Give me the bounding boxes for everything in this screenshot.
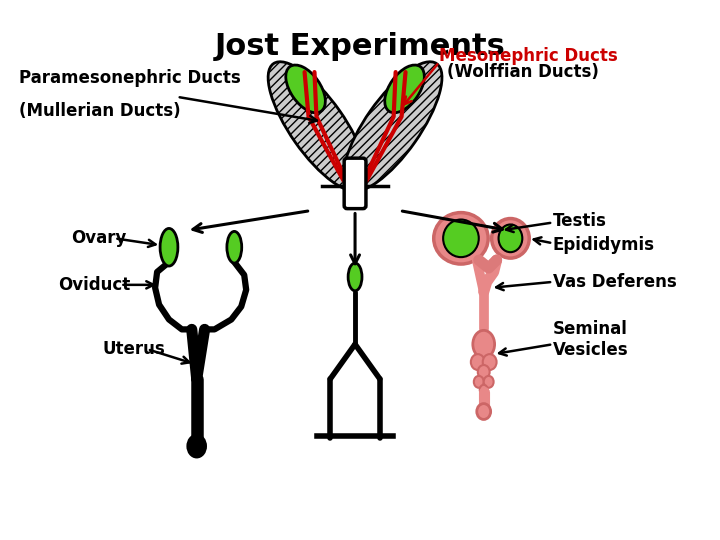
Ellipse shape — [498, 225, 522, 252]
Text: (Mullerian Ducts): (Mullerian Ducts) — [19, 102, 180, 120]
Ellipse shape — [473, 330, 495, 358]
Text: Vas Deferens: Vas Deferens — [553, 273, 677, 291]
Text: Paramesonephric Ducts: Paramesonephric Ducts — [19, 69, 240, 87]
Ellipse shape — [474, 376, 484, 388]
Ellipse shape — [433, 213, 488, 264]
Ellipse shape — [227, 232, 242, 263]
Ellipse shape — [268, 62, 366, 191]
Text: Oviduct: Oviduct — [58, 276, 130, 294]
Ellipse shape — [443, 220, 479, 257]
Ellipse shape — [384, 65, 424, 113]
Ellipse shape — [343, 62, 442, 191]
Ellipse shape — [286, 65, 325, 113]
Ellipse shape — [484, 376, 494, 388]
Ellipse shape — [477, 403, 490, 420]
Text: Seminal
Vesicles: Seminal Vesicles — [553, 320, 629, 359]
Text: (Wolffian Ducts): (Wolffian Ducts) — [447, 63, 599, 81]
FancyBboxPatch shape — [344, 158, 366, 208]
Ellipse shape — [492, 219, 529, 258]
Text: Testis: Testis — [553, 212, 607, 230]
Text: Mesonephric Ducts: Mesonephric Ducts — [439, 48, 618, 65]
Text: Uterus: Uterus — [103, 340, 166, 358]
Ellipse shape — [482, 354, 497, 370]
Ellipse shape — [188, 435, 206, 457]
Ellipse shape — [471, 354, 485, 370]
Text: Ovary: Ovary — [71, 230, 127, 247]
Ellipse shape — [480, 385, 487, 395]
Text: Jost Experiments: Jost Experiments — [215, 32, 505, 62]
Ellipse shape — [160, 228, 178, 266]
Text: Epididymis: Epididymis — [553, 237, 655, 254]
Ellipse shape — [478, 365, 490, 379]
Ellipse shape — [348, 263, 362, 291]
